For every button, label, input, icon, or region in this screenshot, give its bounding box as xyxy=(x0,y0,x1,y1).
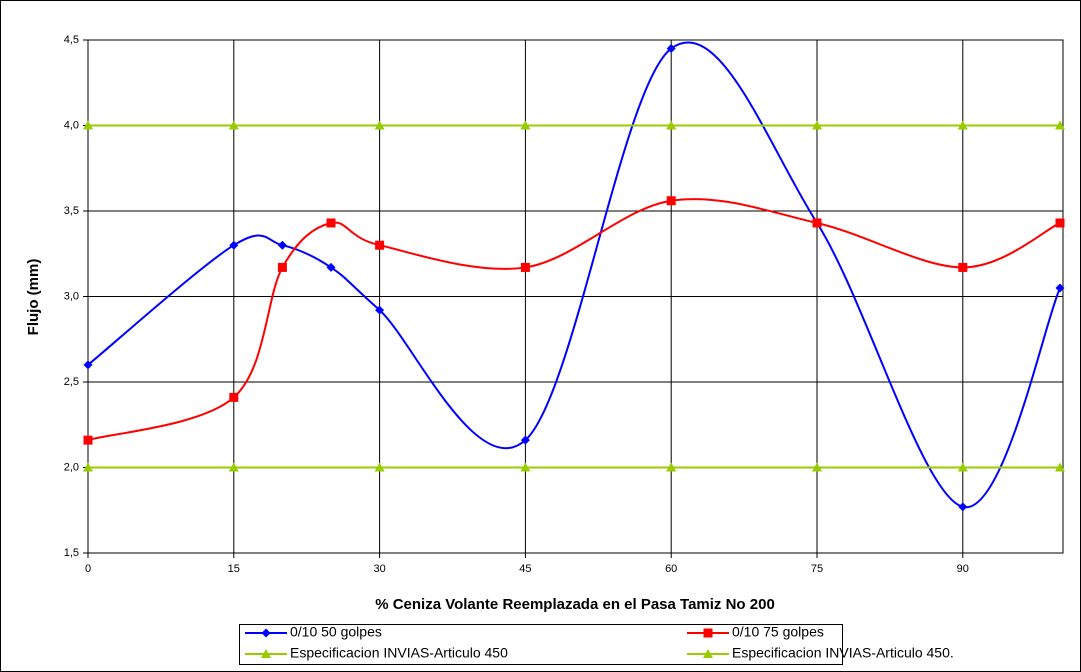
y-tick-label: 3,5 xyxy=(64,205,79,217)
marker xyxy=(229,392,239,402)
x-tick-label: 0 xyxy=(85,563,91,575)
marker xyxy=(1055,120,1065,130)
series-line xyxy=(87,198,1061,442)
legend-marker xyxy=(703,628,713,638)
x-tick-label: 15 xyxy=(228,563,240,575)
legend-marker xyxy=(703,649,713,658)
legend-label: Especificacion INVIAS-Articulo 450. xyxy=(732,645,954,661)
marker xyxy=(83,120,93,130)
marker xyxy=(1055,462,1065,472)
y-tick-label: 4,5 xyxy=(64,34,79,46)
legend: 0/10 50 golpes 0/10 75 golpes Especificaci… xyxy=(239,624,954,665)
x-tick-label: 75 xyxy=(811,563,823,575)
marker xyxy=(812,218,822,228)
marker xyxy=(958,262,968,272)
marker xyxy=(83,360,93,370)
x-tick-label: 45 xyxy=(519,563,531,575)
marker xyxy=(375,305,385,315)
y-tick-label: 4,0 xyxy=(64,119,79,131)
y-tick-label: 1,5 xyxy=(64,547,79,559)
marker xyxy=(375,240,385,250)
marker xyxy=(812,120,822,130)
legend-marker xyxy=(261,649,271,658)
marker xyxy=(520,120,531,130)
marker xyxy=(520,262,530,272)
legend-label: Especificacion INVIAS-Articulo 450 xyxy=(290,645,508,661)
y-tick-label: 2,0 xyxy=(64,461,79,473)
marker xyxy=(83,462,93,472)
marker xyxy=(326,262,336,272)
x-tick-label: 90 xyxy=(957,563,969,575)
marker xyxy=(666,44,676,54)
marker xyxy=(374,462,385,472)
legend-marker xyxy=(261,628,271,638)
series-line xyxy=(87,41,1061,508)
x-axis-title: % Ceniza Volante Reemplazada en el Pasa … xyxy=(375,596,775,613)
legend-label: 0/10 50 golpes xyxy=(290,624,382,640)
legend-box xyxy=(239,624,843,665)
marker xyxy=(666,120,677,130)
marker xyxy=(812,462,822,472)
marker xyxy=(957,120,968,130)
x-tick-label: 60 xyxy=(665,563,677,575)
marker xyxy=(374,120,385,130)
marker xyxy=(666,462,677,472)
marker xyxy=(277,262,287,272)
marker xyxy=(666,196,676,206)
legend-label: 0/10 75 golpes xyxy=(732,624,824,640)
y-tick-label: 2,5 xyxy=(64,376,79,388)
marker xyxy=(958,502,968,512)
marker xyxy=(520,435,530,445)
marker xyxy=(83,435,93,445)
y-axis-title: Flujo (mm) xyxy=(25,259,42,336)
marker xyxy=(228,120,239,130)
marker xyxy=(520,462,531,472)
marker xyxy=(1055,283,1065,293)
marker xyxy=(229,240,239,250)
x-tick-label: 30 xyxy=(373,563,385,575)
marker xyxy=(326,218,336,228)
marker xyxy=(957,462,968,472)
y-tick-label: 3,0 xyxy=(64,290,79,302)
marker xyxy=(228,462,239,472)
marker xyxy=(277,240,287,250)
marker xyxy=(1055,218,1065,228)
